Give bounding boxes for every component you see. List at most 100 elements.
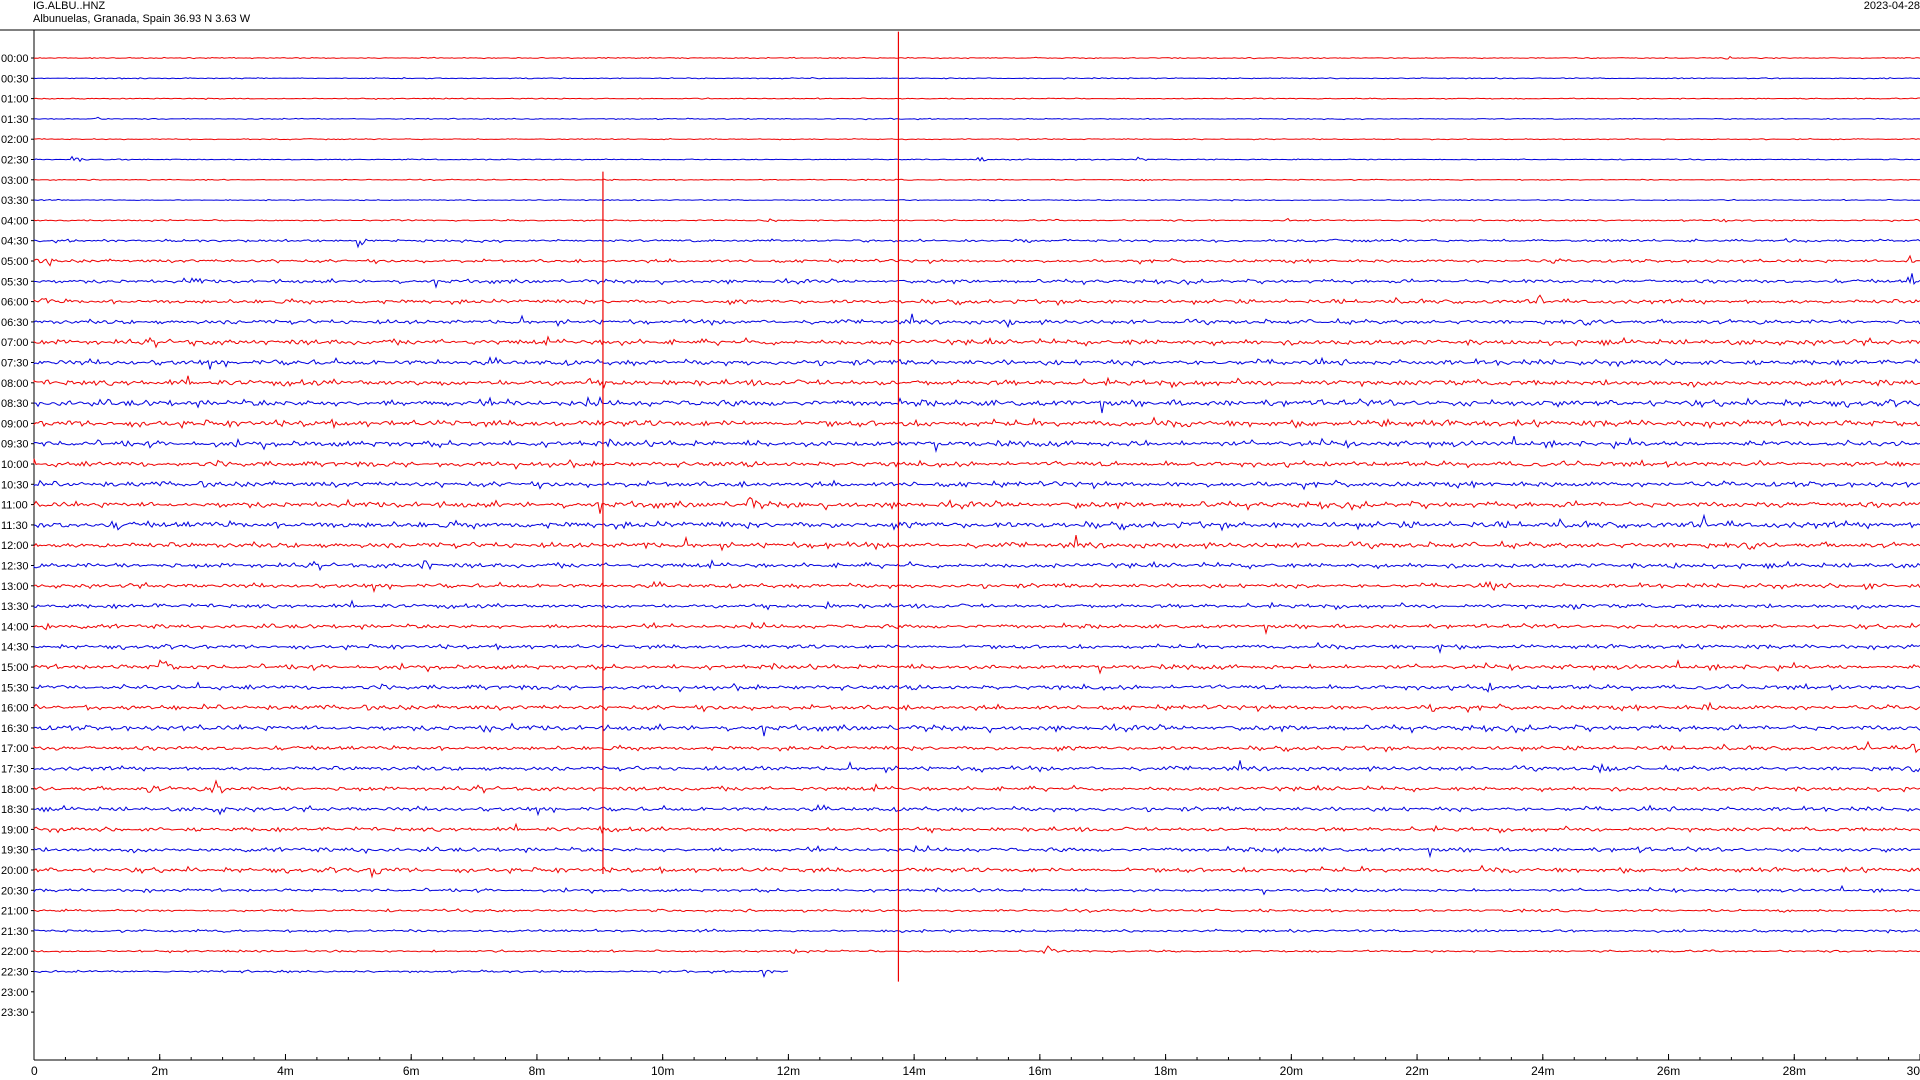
trace-02:30	[33, 155, 1920, 163]
row-label: 00:30	[1, 73, 29, 85]
x-tick-label: 8m	[529, 1064, 546, 1078]
row-label: 19:30	[1, 845, 29, 857]
trace-00:00	[33, 55, 1920, 60]
row-label: 19:00	[1, 824, 29, 836]
row-label: 23:00	[1, 987, 29, 999]
row-label: 23:30	[1, 1007, 29, 1019]
trace-03:00	[34, 178, 1920, 182]
row-label: 12:00	[1, 540, 29, 552]
trace-11:00	[33, 496, 1920, 514]
trace-10:30	[33, 479, 1920, 491]
x-tick-label: 2m	[151, 1064, 168, 1078]
row-label: 16:00	[1, 703, 29, 715]
row-label: 12:30	[1, 561, 29, 573]
trace-08:30	[33, 396, 1920, 414]
trace-02:00	[33, 137, 1920, 141]
trace-13:30	[33, 599, 1920, 611]
trace-04:00	[33, 217, 1920, 223]
trace-00:30	[33, 76, 1920, 80]
x-tick-label: 20m	[1280, 1064, 1303, 1078]
row-label: 06:30	[1, 317, 29, 329]
x-tick-label: 0	[31, 1064, 38, 1078]
row-label: 04:00	[1, 215, 29, 227]
trace-08:00	[33, 375, 1920, 389]
row-label: 04:30	[1, 236, 29, 248]
row-label: 21:30	[1, 926, 29, 938]
trace-20:00	[33, 864, 1920, 879]
row-label: 06:00	[1, 297, 29, 309]
row-label: 02:00	[1, 134, 29, 146]
trace-19:30	[33, 844, 1920, 859]
row-label: 07:30	[1, 358, 29, 370]
plot-frame	[0, 29, 1920, 1060]
row-label: 09:30	[1, 439, 29, 451]
record-date: 2023-04-28	[1863, 0, 1920, 12]
x-tick-label: 18m	[1154, 1064, 1177, 1078]
row-label: 14:00	[1, 621, 29, 633]
trace-13:00	[33, 580, 1920, 593]
trace-18:30	[33, 803, 1920, 817]
x-axis: 0 2m 4m 6m 8m 10m 12m 14m 16m 18m 20m 22m 24m 26m 28m 3…	[31, 1054, 1920, 1078]
row-label: 08:00	[1, 378, 29, 390]
row-label: 18:00	[1, 784, 29, 796]
trace-22:30	[33, 969, 789, 978]
x-tick-label: 14m	[902, 1064, 925, 1078]
trace-01:00	[33, 97, 1920, 100]
row-label: 17:00	[1, 743, 29, 755]
row-time-labels: 00:00 00:30 01:00 01:30 02:00 02:30 03:00 03:30…	[1, 53, 34, 1019]
x-tick-label: 6m	[403, 1064, 420, 1078]
row-label: 11:30	[1, 520, 28, 532]
station-location: Albunuelas, Granada, Spain 36.93 N 3.63 …	[33, 13, 251, 25]
trace-18:00	[33, 779, 1920, 794]
row-label: 20:30	[1, 885, 29, 897]
trace-09:30	[33, 435, 1920, 453]
row-label: 22:00	[1, 946, 29, 958]
trace-17:30	[33, 760, 1920, 774]
seismogram-traces	[33, 55, 1920, 978]
row-label: 13:30	[1, 601, 29, 613]
row-label: 02:30	[1, 155, 29, 167]
trace-04:30	[33, 237, 1920, 249]
row-label: 00:00	[1, 53, 29, 65]
x-tick-label: 12m	[777, 1064, 800, 1078]
trace-14:30	[33, 641, 1920, 655]
trace-20:30	[33, 884, 1920, 896]
trace-12:30	[33, 559, 1920, 572]
trace-21:00	[33, 908, 1920, 914]
event-markers	[602, 31, 900, 982]
station-title: IG.ALBU..HNZ	[33, 0, 106, 12]
row-label: 09:00	[1, 418, 29, 430]
row-label: 16:30	[1, 723, 29, 735]
trace-15:30	[33, 681, 1920, 693]
row-label: 01:00	[1, 94, 29, 106]
x-tick-label: 4m	[277, 1064, 294, 1078]
row-label: 05:30	[1, 276, 29, 288]
x-tick-label: 24m	[1531, 1064, 1554, 1078]
trace-06:00	[33, 294, 1920, 307]
row-label: 21:00	[1, 906, 29, 918]
trace-15:00	[33, 659, 1920, 675]
row-label: 13:00	[1, 581, 29, 593]
row-label: 07:00	[1, 337, 29, 349]
trace-05:00	[33, 254, 1920, 267]
row-label: 10:30	[1, 479, 29, 491]
trace-11:30	[33, 513, 1920, 532]
row-label: 14:30	[1, 642, 29, 654]
trace-22:00	[33, 945, 1920, 955]
row-label: 01:30	[1, 114, 29, 126]
row-label: 17:30	[1, 764, 29, 776]
trace-01:30	[33, 116, 1920, 121]
trace-16:00	[33, 701, 1920, 714]
row-label: 11:00	[1, 500, 28, 512]
x-tick-label: 16m	[1028, 1064, 1051, 1078]
trace-17:00	[33, 740, 1920, 754]
trace-14:00	[33, 621, 1920, 635]
trace-10:00	[33, 458, 1920, 470]
row-label: 10:00	[1, 459, 29, 471]
row-label: 15:30	[1, 682, 29, 694]
trace-07:00	[33, 335, 1920, 349]
x-tick-label: 22m	[1405, 1064, 1428, 1078]
trace-03:30	[33, 198, 1920, 202]
trace-07:30	[33, 356, 1920, 370]
x-tick-label: 10m	[651, 1064, 674, 1078]
